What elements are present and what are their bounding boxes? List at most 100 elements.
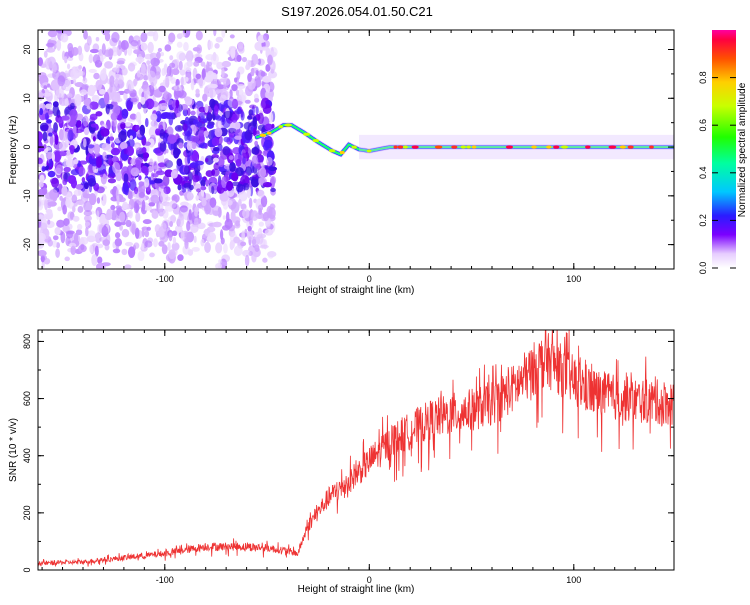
spectrogram-blob [215,242,223,254]
spectrogram-blob [196,222,206,230]
spectrogram-blob [101,225,109,238]
spectrogram-blob [190,135,200,143]
spectrogram-blob [236,54,242,62]
spectrogram-blob [193,119,199,125]
spectrogram-blob [86,235,96,243]
spectrogram-blob [177,90,187,99]
spectrogram-blob [188,209,192,221]
spectrogram-blob [238,94,246,102]
spectrogram-blob [89,117,96,123]
spectrogram-blob [155,110,162,123]
spectrogram-blob [130,40,139,47]
spectrogram-blob [85,221,91,227]
spectrogram-blob [254,140,258,147]
spectrogram-blob [200,185,207,191]
spectrogram-blob [260,97,270,109]
spectrogram-blob [238,88,244,96]
spectrogram-blob [213,147,220,152]
spectrogram-blob [70,168,80,176]
spectrogram-blob [266,156,273,166]
spectrogram-blob [82,69,86,82]
spectrogram-blob [47,170,56,178]
spectrogram-blob [147,64,151,74]
spectrogram-blob [128,246,136,258]
spectrogram-blob [229,161,236,173]
figure-title: S197.2026.054.01.50.C21 [281,4,433,19]
spectrogram-blob [260,70,266,77]
spectrogram-blob [211,186,215,195]
spectrogram-blob [252,238,257,245]
spectrogram-blob [67,93,73,98]
spectrogram-blob [38,131,43,142]
spectrogram-blob [186,107,191,116]
spectrogram-ridge-peak [608,145,617,149]
spectrogram-blob [187,154,191,165]
spectrogram-blob [246,230,254,240]
spectrogram-blob [204,155,214,165]
spectrogram-blob [184,237,189,250]
spectrogram-blob [176,51,186,61]
spectrogram-blob [200,179,206,188]
spectrogram-blob [183,182,192,189]
spectrogram-blob [262,75,272,83]
spectrogram-blob [159,129,166,140]
spectrogram-blob [63,166,71,173]
spectrogram-blob [195,30,203,41]
spectrogram-blob [63,158,68,168]
spectrogram-blob [89,244,94,254]
spectrogram-blob [64,98,69,107]
spectrogram-blob [253,58,259,65]
spectrogram-blob [89,48,99,54]
spectrogram-blob [120,40,129,50]
spectrogram-blob [238,191,248,202]
spectrogram-blob [161,244,168,255]
spectrogram-blob [125,146,134,156]
spectrogram-ridge-peak [553,145,560,149]
spectrogram-blob [233,236,241,244]
spectrogram-blob [158,212,164,217]
colorbar-tick-label: 0.8 [698,71,708,84]
spectrogram-blob [233,177,238,182]
spectrogram-blob [39,174,45,183]
spectrogram-ridge-peak [366,149,372,153]
spectrogram-blob [205,158,209,163]
spectrogram-blob [268,166,277,172]
spectrogram-blob [193,217,200,227]
spectrogram-blob [234,135,243,140]
colorbar-tick-label: 0.6 [698,119,708,132]
spectrogram-blob [150,194,160,204]
spectrogram-ridge-peak [585,145,591,149]
spectrogram-blob [233,77,238,83]
spectrogram-blob [160,52,165,57]
spectrogram-blob [60,90,65,99]
spectrogram-blob [103,49,112,57]
spectrogram-blob [236,184,244,193]
spectrogram-blob [128,209,133,219]
spectrogram-blob [138,181,145,187]
spectrogram-blob [192,174,200,183]
spectrogram-blob [160,112,171,117]
spectrogram-blob [171,230,178,237]
spectrogram-blob [211,137,220,147]
spectrogram-blob [102,193,107,204]
spectrogram-blob [231,181,241,187]
spectrogram-blob [124,264,132,269]
spectrogram-blob [109,75,115,88]
spectrogram-blob [110,204,116,211]
spectrogram-blob [213,30,217,37]
spectrogram-blob [48,158,53,167]
spectrogram-blob [55,248,60,258]
spectrogram-blob [150,120,157,127]
spectrogram-blob [124,241,134,247]
spectrogram-blob [156,51,161,60]
spectrogram-blob [83,138,87,148]
spectrogram-blob [57,75,66,87]
spectrogram-blob [83,200,93,213]
spectrogram-frame [37,29,675,270]
spectrogram-blob [264,228,274,236]
spectrogram-blob [166,65,172,77]
spectrogram-blob [135,124,140,131]
spectrogram-blob [46,47,56,53]
spectrogram-blob [199,142,208,149]
spectrogram-blob [83,98,92,107]
